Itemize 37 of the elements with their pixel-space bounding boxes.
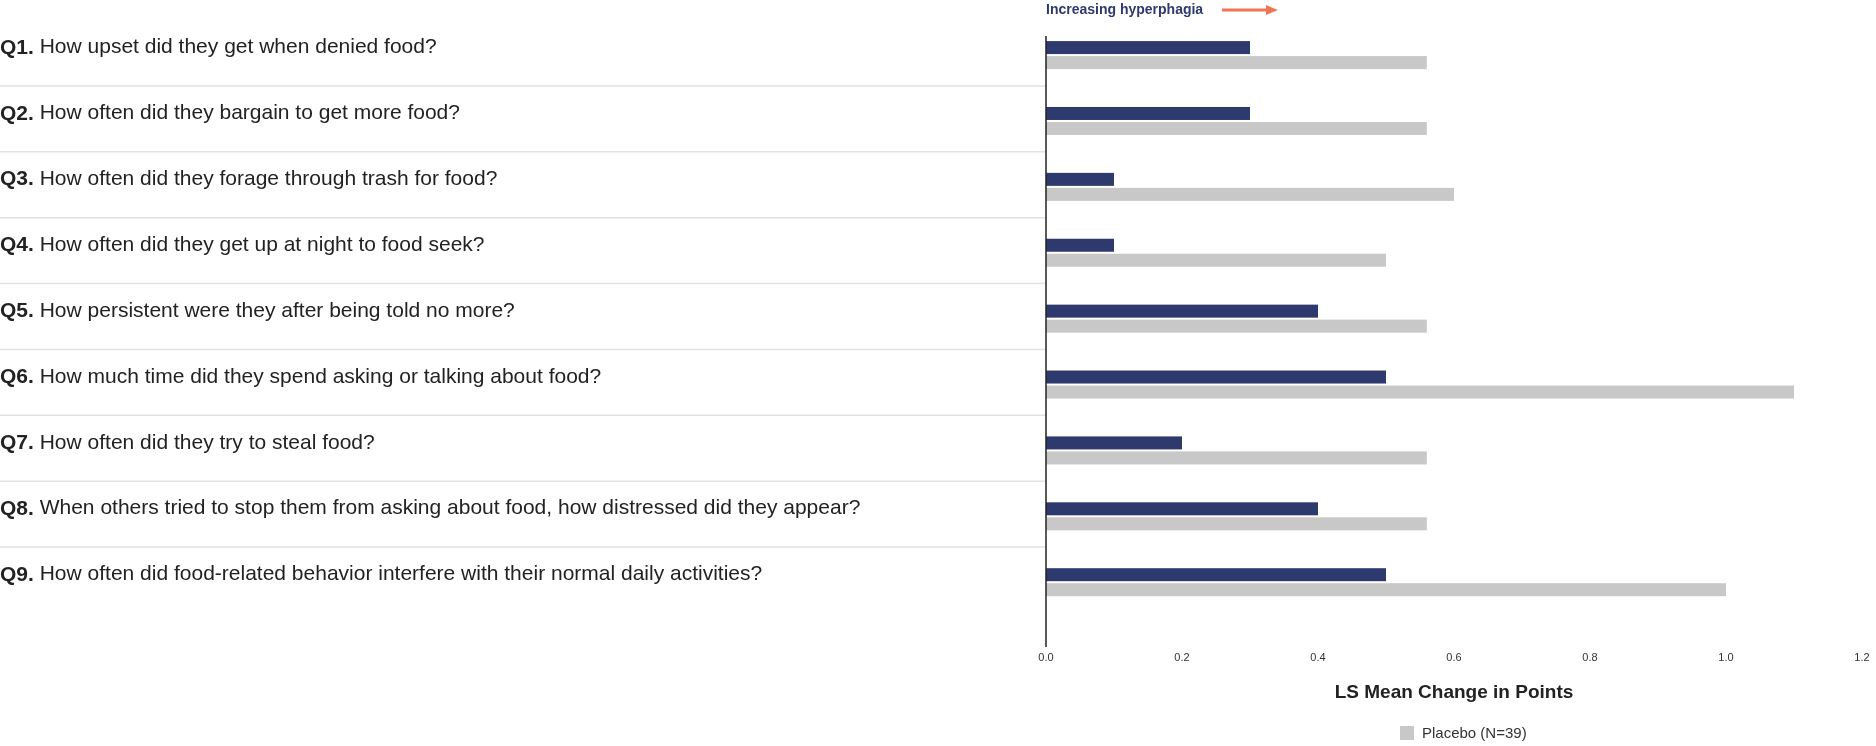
x-tick-label: 1.2 (1854, 651, 1870, 663)
bar (1046, 172, 1114, 186)
x-tick-label: 0.8 (1582, 651, 1598, 663)
x-tick-label: 0.0 (1038, 651, 1054, 663)
y-tick-label: Q4. How often did they get up at night to food seek? (0, 231, 485, 255)
x-axis-title: LS Mean Change in Points (1334, 681, 1574, 702)
bar (1046, 319, 1427, 333)
y-tick-label: Q9. How often did food-related behavior interfere with their normal daily activities? (0, 561, 763, 585)
bar (1046, 502, 1318, 516)
bar (1046, 121, 1427, 135)
bar (1046, 304, 1318, 318)
bar (1046, 41, 1250, 55)
text: Increasing hyperphagia (1046, 1, 1204, 17)
y-tick-label: Q6. How much time did they spend asking or talking about food? (0, 363, 602, 387)
bar (1046, 517, 1427, 531)
y-tick-label: Q8. When others tried to stop them from asking about food, how distressed did they appear? (0, 495, 861, 519)
bar (1046, 187, 1454, 201)
bar (1046, 56, 1427, 70)
bar (1046, 385, 1794, 399)
y-tick-label: Q2. How often did they bargain to get more food? (0, 100, 460, 124)
x-tick-label: 0.4 (1310, 651, 1326, 663)
bar (1046, 370, 1386, 384)
y-tick-label: Q5. How persistent were they after being told no more? (0, 297, 515, 321)
x-tick-label: 0.6 (1446, 651, 1462, 663)
bar (1046, 568, 1386, 582)
y-tick-label: Q3. How often did they forage through trash for food? (0, 166, 498, 189)
x-tick-label: 0.2 (1174, 651, 1190, 663)
x-tick-label: 1.0 (1718, 651, 1734, 663)
bar (1046, 106, 1250, 120)
bar (1046, 436, 1182, 450)
bar (1046, 583, 1726, 597)
bar (1046, 238, 1114, 252)
legend-label: Placebo (N=39) (1422, 724, 1527, 741)
y-tick-label: Q1. How upset did they get when denied food? (0, 34, 437, 58)
bar (1046, 451, 1427, 465)
y-tick-label: Q7. How often did they try to steal food? (0, 429, 375, 453)
bar (1046, 253, 1386, 267)
